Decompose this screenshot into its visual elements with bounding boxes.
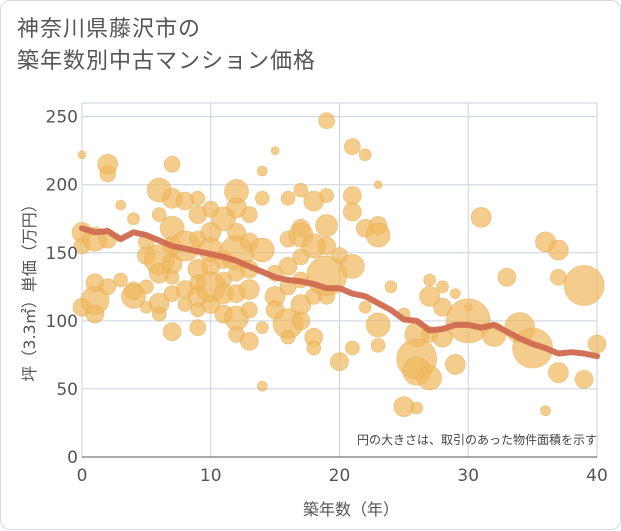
bubble-point <box>563 265 605 306</box>
bubble-point <box>293 182 309 198</box>
x-tick-label: 10 <box>200 466 222 486</box>
bubble-point <box>317 236 337 256</box>
bubble-point <box>306 340 322 356</box>
bubble-point <box>315 214 339 237</box>
bubble-point <box>280 190 296 206</box>
bubble-point <box>540 405 551 417</box>
bubble-point <box>151 207 167 223</box>
bubble-point <box>343 138 361 155</box>
bubble-point <box>77 150 87 160</box>
bubble-point <box>115 199 127 211</box>
bubble-point <box>127 212 140 226</box>
bubble-point <box>270 146 280 156</box>
bubble-point <box>201 295 221 314</box>
bubble-point <box>449 288 461 300</box>
x-tick-label: 20 <box>329 466 351 486</box>
bubble-point <box>254 190 270 206</box>
bubble-point <box>358 300 372 314</box>
y-tick-label: 50 <box>56 380 78 400</box>
bubble-point <box>410 401 424 415</box>
bubble-point <box>238 279 260 300</box>
size-annotation: 円の大きさは、取引のあった物件面積を示す <box>357 432 597 447</box>
bubble-point <box>240 206 258 224</box>
y-tick-label: 150 <box>46 244 78 264</box>
bubble-point <box>444 354 466 375</box>
bubble-point <box>497 267 517 287</box>
y-tick-label: 200 <box>46 176 78 196</box>
bubble-point <box>121 283 146 309</box>
bubble-point <box>470 206 492 228</box>
chart-title: 神奈川県藤沢市の 築年数別中古マンション価格 <box>17 14 316 78</box>
bubble-point <box>574 369 594 389</box>
bubble-point <box>151 306 167 322</box>
title-line-1: 神奈川県藤沢市の <box>17 17 202 42</box>
bubble-point <box>358 148 372 162</box>
bubble-point <box>291 311 311 331</box>
bubble-point <box>190 190 206 206</box>
bubble-point <box>365 222 391 248</box>
bubble-point <box>370 337 386 353</box>
bubble-point <box>373 180 383 190</box>
x-tick-label: 30 <box>457 466 479 486</box>
bubble-point <box>256 165 268 177</box>
bubble-point <box>417 365 443 391</box>
bubble-point <box>256 380 268 392</box>
bubble-point <box>189 319 207 337</box>
bubble-point <box>278 256 298 276</box>
bubble-point <box>342 186 362 205</box>
bubble-point <box>240 301 258 319</box>
x-tick-label: 0 <box>77 466 88 486</box>
bubble-point <box>319 188 335 203</box>
bubble-point <box>318 112 336 130</box>
bubble-point <box>99 165 117 183</box>
bubble-point <box>99 278 117 296</box>
bubble-point <box>547 239 569 261</box>
bubble-point <box>423 273 437 287</box>
bubble-point <box>344 340 360 356</box>
bubble-point <box>587 334 607 354</box>
y-axis-label: 坪（3.3㎡）単価（万円） <box>20 196 39 381</box>
bubble-point <box>339 253 365 279</box>
bubble-point <box>164 269 180 285</box>
y-tick-label: 100 <box>46 312 78 332</box>
y-tick-label: 0 <box>67 448 78 468</box>
bubble-point <box>419 285 441 307</box>
bubble-point <box>249 237 275 263</box>
axes: 0 10 20 30 40 0 50 100 150 200 250 <box>46 108 608 486</box>
y-tick-label: 250 <box>46 108 78 128</box>
bubble-point <box>239 331 259 351</box>
bubble-point <box>365 312 391 338</box>
bubble-point <box>342 202 362 222</box>
title-line-2: 築年数別中古マンション価格 <box>17 49 317 74</box>
x-axis-label: 築年数（年） <box>303 500 399 519</box>
bubble-point <box>280 329 296 345</box>
bubble-point <box>445 298 491 344</box>
bubble-point <box>436 280 449 294</box>
bubble-point <box>255 321 269 335</box>
bubbles <box>71 112 607 418</box>
bubble-point <box>85 304 105 324</box>
bubble-point <box>330 352 349 372</box>
bubble-point <box>384 280 398 294</box>
x-tick-label: 40 <box>586 466 608 486</box>
bubble-point <box>547 362 569 383</box>
bubble-point <box>162 322 182 342</box>
bubble-point <box>138 279 154 295</box>
bubble-point <box>113 272 129 288</box>
trend-line <box>79 225 600 360</box>
bubble-point <box>163 155 181 173</box>
